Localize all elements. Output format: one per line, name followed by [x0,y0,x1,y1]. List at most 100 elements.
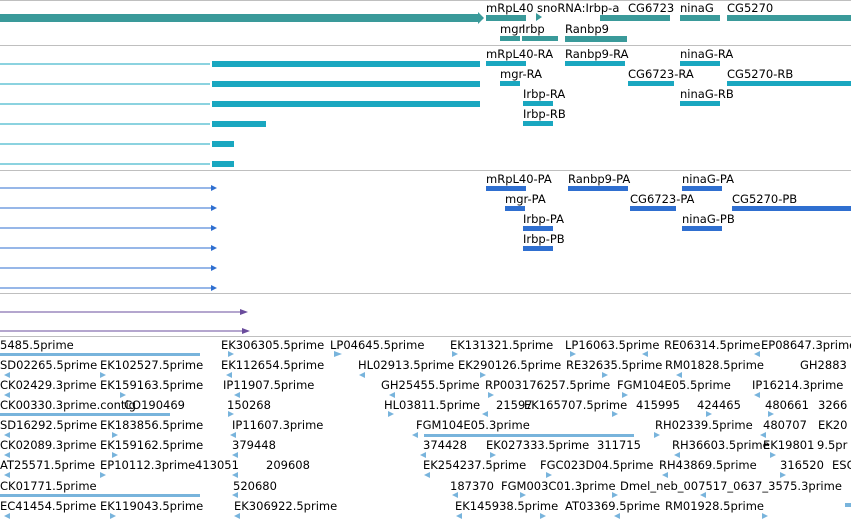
transcript-label[interactable]: Irbp-RA [523,87,565,101]
est-glyph[interactable] [780,472,786,478]
est-label[interactable]: EK102527.5prime [100,358,203,372]
protein-exon[interactable] [523,246,553,251]
transcript-label[interactable]: mgr-RA [500,67,542,81]
est-label[interactable]: CK00330.3prime.contig [0,398,136,412]
est-glyph[interactable] [488,392,494,398]
est-label[interactable]: GH2883 [800,358,847,372]
est-label[interactable]: 311715 [597,438,641,452]
transcript-label[interactable]: CG5270-RB [727,67,793,81]
est-label[interactable]: 374428 [423,438,467,452]
transcript-label[interactable]: ninaG-RA [680,47,733,61]
est-label[interactable]: CK02089.3prime [0,438,97,452]
est-label[interactable]: IP11607.3prime [232,418,323,432]
est-glyph[interactable] [100,372,106,378]
protein-label[interactable]: mgr-PA [505,192,546,206]
est-glyph[interactable] [674,452,680,458]
est-label[interactable]: RP003176257.5prime [485,378,610,392]
est-label[interactable]: LP04645.5prime [330,338,424,352]
est-label[interactable]: HL02913.5prime [358,358,454,372]
est-label[interactable]: IP11907.5prime [223,378,314,392]
est-label[interactable]: FGM104E05.3prime [416,418,530,432]
est-glyph[interactable] [412,432,418,438]
gene-glyph[interactable] [600,15,670,21]
protein-exon[interactable] [568,186,628,191]
est-glyph[interactable] [520,492,526,498]
est-label[interactable]: EK306305.5prime [221,338,324,352]
est-glyph[interactable] [388,411,394,417]
est-label[interactable]: IP16214.3prime [752,378,843,392]
est-label[interactable]: GH25455.5prime [381,378,480,392]
est-glyph[interactable] [612,411,618,417]
protein-label[interactable]: mRpL40-PA [486,172,552,186]
transcript-exon[interactable] [523,121,553,126]
gene-label[interactable]: Ranbp9 [565,22,609,36]
est-glyph[interactable] [4,513,10,519]
transcript-track[interactable]: mRpL40-RA Ranbp9-RA ninaG-RA mgr-RA CG67… [0,47,851,167]
est-glyph[interactable] [602,372,608,378]
est-glyph[interactable] [112,452,118,458]
gene-label[interactable]: snoRNA:Irbp-a [537,1,619,15]
est-label[interactable]: EK119043.5prime [100,499,203,513]
est-glyph[interactable] [424,434,634,437]
est-label[interactable]: EK165707.5prime [524,398,627,412]
est-label[interactable]: EK306922.5prime [234,499,337,513]
gene-track[interactable]: mRpL40 snoRNA:Irbp-a CG6723 ninaG CG5270… [0,1,851,42]
est-label[interactable]: 209608 [266,458,310,472]
est-label[interactable]: EP10112.3prime [100,458,195,472]
est-glyph[interactable] [112,432,118,438]
est-glyph[interactable] [232,452,238,458]
transcript-exon[interactable] [727,81,851,86]
est-label[interactable]: EK290126.5prime [458,358,561,372]
protein-label[interactable]: CG5270-PB [732,192,797,206]
est-label[interactable]: 424465 [697,398,741,412]
est-glyph[interactable] [232,492,238,498]
est-track[interactable]: 5485.5prime EK306305.5prime LP04645.5pri… [0,338,851,519]
protein-exon[interactable] [630,206,676,211]
est-label[interactable]: RM01828.5prime [665,358,764,372]
est-label[interactable]: RH36603.5prime [672,438,770,452]
est-glyph[interactable] [0,494,200,497]
est-label[interactable]: LP16063.5prime [565,338,659,352]
est-glyph[interactable] [546,472,552,478]
est-glyph[interactable] [232,472,238,478]
protein-label[interactable]: Ranbp9-PA [568,172,630,186]
est-label[interactable]: 5485.5prime [0,338,74,352]
gene-glyph[interactable] [565,36,627,42]
est-glyph[interactable] [662,472,668,478]
transcript-exon[interactable] [212,161,234,167]
transcript-exon[interactable] [212,121,266,127]
est-glyph[interactable] [120,392,126,398]
est-glyph[interactable] [540,513,546,519]
est-label[interactable]: AT03369.5prime [565,499,660,513]
gene-glyph[interactable] [680,15,720,21]
est-glyph[interactable] [4,472,10,478]
est-glyph[interactable] [706,411,712,417]
est-label[interactable]: ESC [832,458,851,472]
est-label[interactable]: 316520 [780,458,824,472]
transcript-exon[interactable] [680,61,720,66]
feature-track[interactable] [0,309,250,334]
est-glyph[interactable] [230,432,236,438]
gene-glyph[interactable] [486,15,526,21]
est-label[interactable]: RM01928.5prime [665,499,764,513]
est-glyph[interactable] [234,513,240,519]
est-glyph[interactable] [4,372,10,378]
est-label[interactable]: Dmel_neb_007517_0637_3575.3prime [620,479,842,493]
est-label[interactable]: CK02429.3prime [0,378,97,392]
est-glyph[interactable] [4,432,10,438]
protein-exon[interactable] [505,206,525,211]
est-label[interactable]: 480661 [765,398,809,412]
transcript-exon[interactable] [628,81,674,86]
transcript-exon[interactable] [486,61,526,66]
est-label[interactable]: EC41454.5prime [0,499,96,513]
transcript-label[interactable]: Irbp-RB [523,107,566,121]
est-label[interactable]: 187370 [450,479,494,493]
protein-track[interactable]: mRpL40-PA Ranbp9-PA ninaG-PA mgr-PA CG67… [0,172,851,291]
est-glyph[interactable] [359,372,365,378]
est-glyph[interactable] [482,411,488,417]
gene-label[interactable]: mRpL40 [486,1,534,15]
est-label[interactable]: SD16292.5prime [0,418,97,432]
est-label[interactable]: RE06314.5prime [664,338,760,352]
est-label[interactable]: 379448 [232,438,276,452]
